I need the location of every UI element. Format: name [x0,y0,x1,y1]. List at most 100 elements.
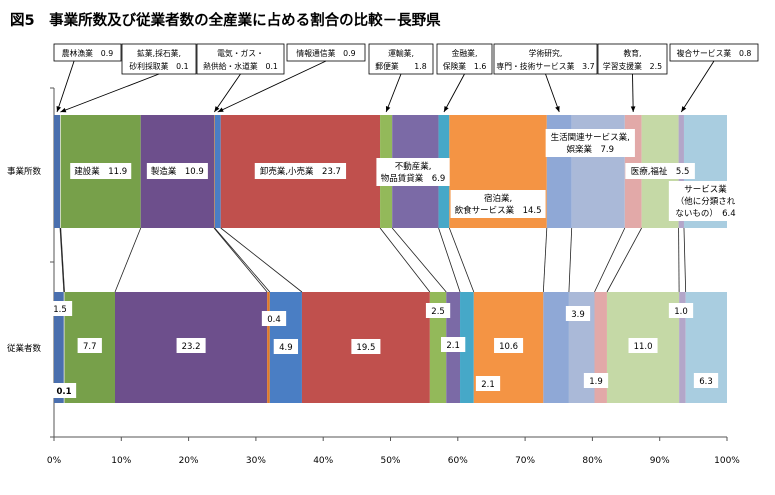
x-tick-label: 70% [515,456,535,466]
connector-line [438,227,461,293]
data-label: 10.6 [499,342,518,352]
callout-leader [56,60,75,113]
bar-employees [460,292,474,403]
data-label: 19.5 [356,343,375,353]
callout-box [368,43,434,75]
callout-leader [632,73,634,113]
callout-box [121,43,197,75]
callout-arrowhead [385,106,391,112]
data-label-box [351,339,381,354]
data-label: 2.5 [431,307,445,317]
data-label: 製造業 10.9 [151,166,204,177]
data-labels: 建設業 11.9 製造業 10.9 卸売業,小売業 23.7 不動産業,物品賃貸業 6… [47,129,743,398]
callout-leader [443,73,465,113]
data-label-box [176,338,206,353]
callout-leader [680,60,715,113]
data-label-box [494,338,524,353]
connector-line [391,227,447,293]
callout-arrowhead [214,106,220,112]
data-label: 0.1 [56,387,71,397]
callout-box [436,43,493,75]
bar-employees [543,292,569,403]
callout-leader [545,73,560,113]
bar-establishments [214,115,221,228]
x-tick-label: 20% [179,456,199,466]
data-label-box [628,338,658,353]
x-tick-label: 90% [650,456,670,466]
connector-line [379,227,431,293]
callout-label: 砂利採取業 0.1 [129,61,188,71]
connector-line [59,227,65,293]
data-label-box [77,338,102,353]
x-tick-label: 100% [714,456,740,466]
data-label-box [668,181,743,221]
callout-label: 郵便業 1.8 [375,61,426,71]
data-label: 不動産業, [395,161,432,172]
connector-lines [59,227,687,293]
connector-line [213,227,268,293]
connector-line [214,227,271,293]
data-label: 4.9 [279,343,293,353]
callout-label: 学習支援業 2.5 [603,61,662,71]
callouts: 農林漁業 0.9 鉱業,採石業, 砂利採取業 0.1 電気・ガス・熱供給・水道業 0.… [53,43,759,113]
data-label: 7.7 [83,342,97,352]
data-label-box [693,373,719,388]
x-tick-label: 10% [111,456,131,466]
data-label: 6.3 [699,377,713,387]
callout-label: 保険業 1.6 [443,61,487,71]
bar-employees [267,292,270,403]
callout-arrowhead [555,106,560,112]
data-label: 1.0 [674,307,688,317]
connector-line [542,227,548,293]
x-tick-label: 50% [380,456,400,466]
data-label-box [376,158,450,186]
callout-label: 金融業, [452,48,478,58]
data-label-box [565,306,591,321]
callout-label: 専門・技術サービス業 3.7 [496,61,594,71]
data-label: 飲食サービス業 14.5 [455,205,542,216]
data-label: 0.4 [267,315,281,325]
data-label: 医療,福祉 5.5 [631,166,690,177]
axes: 0% 10% 20% 30% 40% 50% 60% 70% 80% 90% 100% 事業所数従業者… [7,87,740,466]
callout-leader [385,73,402,113]
data-label: サービス業 [684,184,727,195]
callout-arrowhead [630,106,636,112]
data-label-box [668,303,694,318]
connector-line [220,227,303,293]
callout-box [196,43,285,75]
callout-label: 教育, [623,48,641,58]
data-label: 23.2 [182,342,201,352]
callout-label: 運輸業, [388,48,414,58]
data-label-box [51,383,77,398]
data-label-box [47,301,73,316]
callout-label: 農林漁業 0.9 [62,48,113,58]
bar-establishments [60,115,61,228]
x-tick-label: 60% [448,456,468,466]
data-label-box [273,339,299,354]
callout-box [53,43,122,62]
data-label-box [545,129,635,157]
connector-line [594,227,626,293]
data-label-box [441,337,466,352]
data-label: （他に分類され [676,196,736,207]
data-label-box [254,163,347,179]
callout-leader [60,73,160,113]
data-label: 建設業 11.9 [74,166,127,177]
x-tick-label: 30% [246,456,266,466]
connector-line [448,227,475,293]
callout-leader [217,60,327,113]
bar-employees [679,292,686,403]
callout-label: 情報通信業 0.9 [296,48,355,58]
callout-arrowhead [443,106,449,112]
connector-line [568,227,573,293]
callout-arrowhead [60,107,67,113]
chart-title: 図5 事業所数及び従業者数の全産業に占める割合の比較－長野県 [10,11,441,29]
data-label-box [625,163,695,179]
x-tick-label: 40% [313,456,333,466]
data-label: 2.1 [446,341,460,351]
x-tick-label: 80% [582,456,602,466]
callout-arrowhead [56,106,61,112]
data-label: 物品賃貸業 6.9 [381,173,446,184]
bar-employees [63,292,65,403]
